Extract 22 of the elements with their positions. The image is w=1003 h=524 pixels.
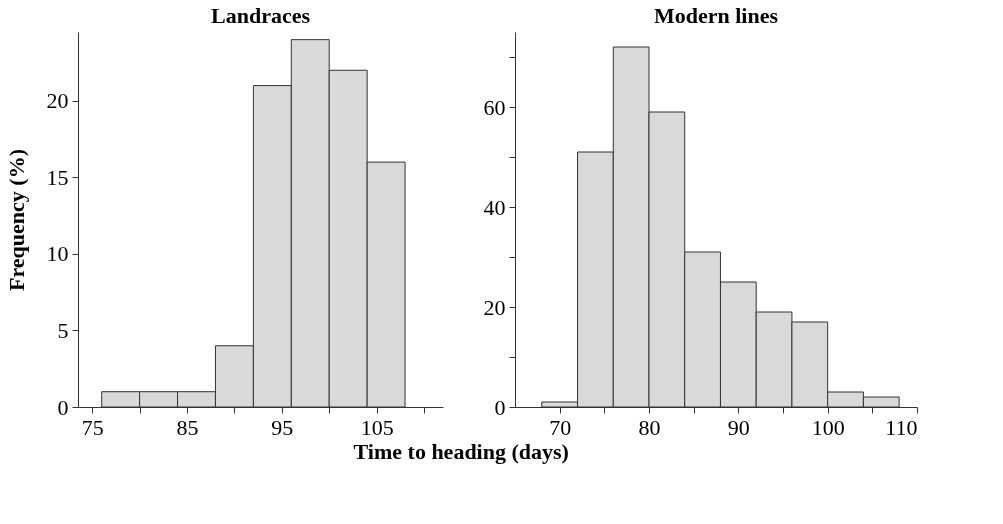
x-tick-label: 80 xyxy=(638,414,661,440)
x-tick-label: 100 xyxy=(811,414,845,440)
y-tick-label: 0 xyxy=(494,394,506,420)
x-tick-label: 90 xyxy=(727,414,750,440)
x-tick-label: 75 xyxy=(81,414,104,440)
y-tick-label: 5 xyxy=(57,317,69,343)
y-tick-label: 0 xyxy=(57,394,69,420)
y-tick-label: 20 xyxy=(46,88,69,114)
y-tick-label: 10 xyxy=(46,241,69,267)
x-tick-label: 110 xyxy=(885,414,918,440)
x-tick-label: 95 xyxy=(271,414,294,440)
x-tick-label: 85 xyxy=(176,414,199,440)
chart-title: Landraces xyxy=(211,3,311,28)
y-tick-label: 60 xyxy=(483,94,506,120)
x-tick-label: 70 xyxy=(549,414,572,440)
x-tick-label: 105 xyxy=(360,414,394,440)
y-tick-label: 20 xyxy=(483,294,506,320)
x-axis-title: Time to heading (days) xyxy=(353,439,569,464)
chart-title: Modern lines xyxy=(653,3,779,28)
y-axis-title: Frequency (%) xyxy=(3,149,29,291)
y-tick-label: 40 xyxy=(483,194,506,220)
y-tick-label: 15 xyxy=(46,164,69,190)
